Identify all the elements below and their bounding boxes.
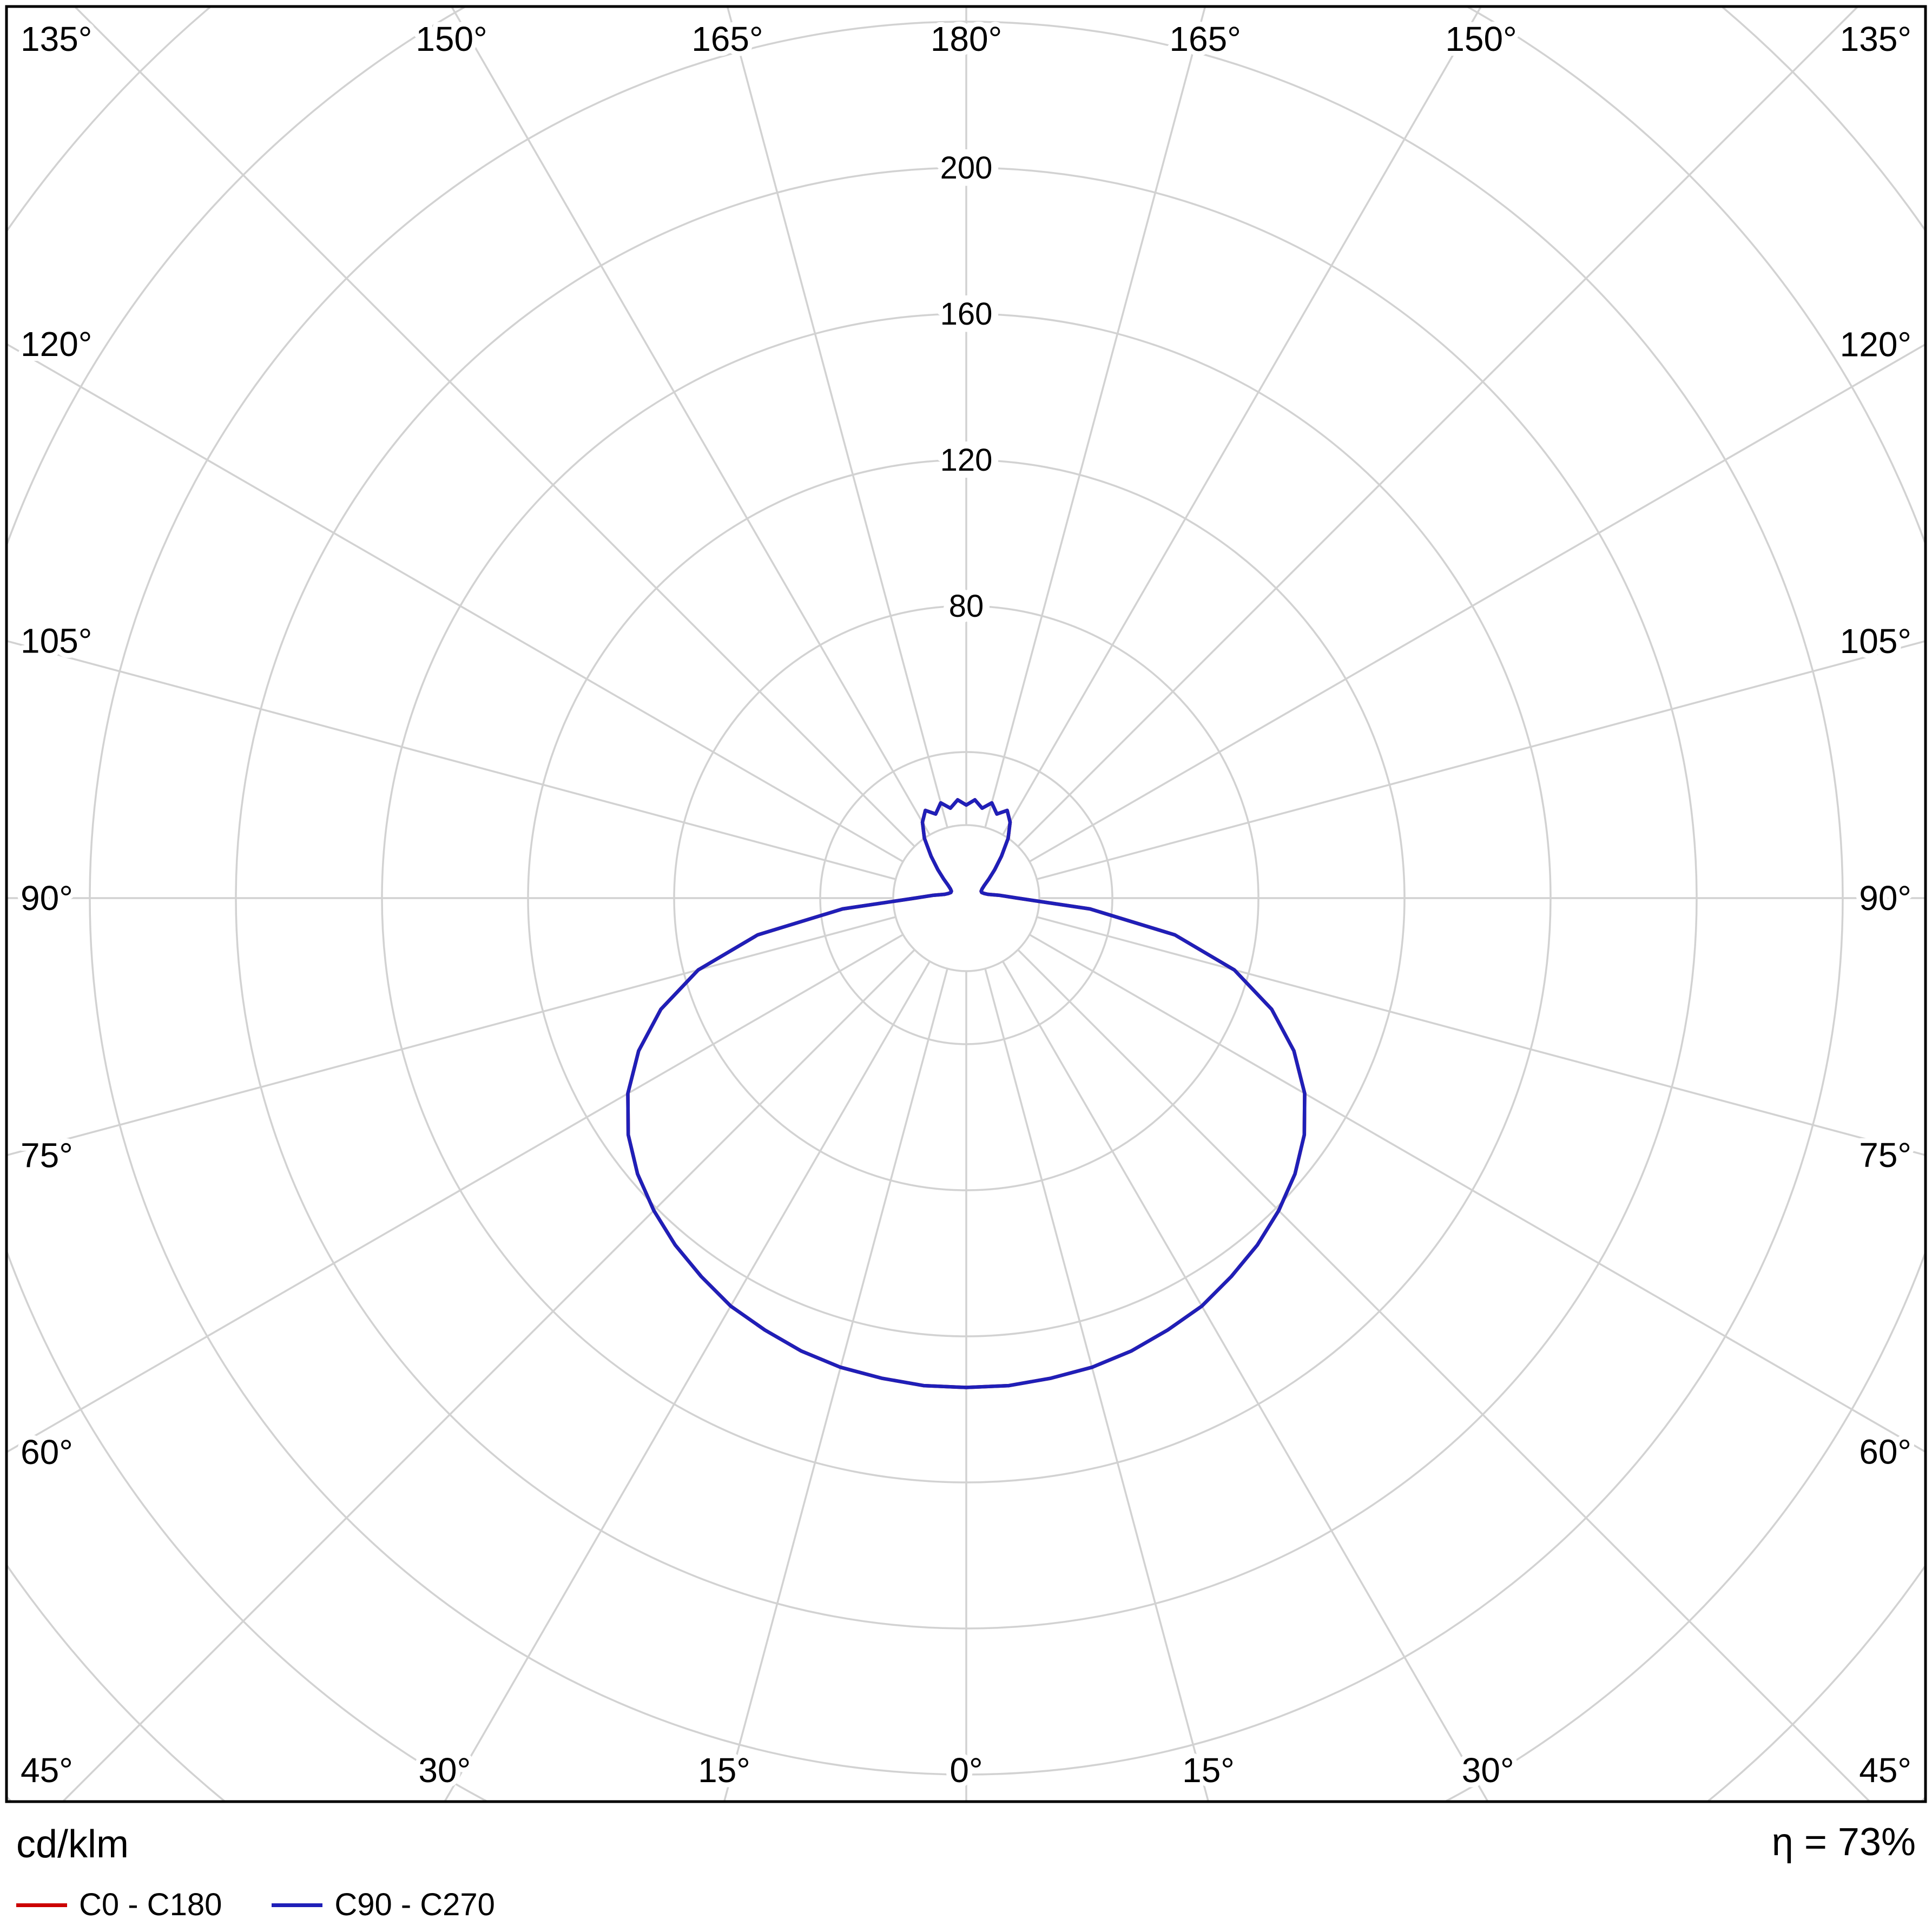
angle-label: 15° (1182, 1751, 1235, 1790)
curve-c90-c270 (626, 798, 1307, 1389)
grid-radial-line (8, 916, 896, 1156)
plot-border (5, 5, 1927, 1803)
angle-label: 75° (1859, 1136, 1911, 1175)
angle-label: 45° (21, 1751, 73, 1790)
grid-radial-line (62, 949, 915, 1801)
legend-item-c0-c180: C0 - C180 (16, 1889, 222, 1921)
angle-label: 120° (1840, 325, 1911, 364)
grid-radial-line (444, 961, 931, 1801)
angle-label: 60° (21, 1433, 73, 1472)
legend-line-blue (272, 1903, 323, 1907)
legend-label-c0-c180: C0 - C180 (79, 1887, 222, 1922)
grid-radial-line (74, 8, 915, 847)
ring-label: 80 (949, 589, 984, 624)
angle-label: 180° (931, 19, 1002, 58)
angle-label: 75° (21, 1136, 73, 1175)
ring-label: 120 (940, 443, 993, 478)
legend-line-red (16, 1903, 67, 1907)
angle-label: 105° (1840, 622, 1911, 661)
legend: C0 - C180 C90 - C270 (16, 1889, 495, 1921)
angle-label: 60° (1859, 1433, 1911, 1472)
grid-radial-line (984, 8, 1206, 828)
angle-label: 90° (1859, 879, 1911, 918)
grid-radial-line (1017, 949, 1870, 1801)
legend-label-c90-c270: C90 - C270 (334, 1887, 495, 1922)
grid-radial-line (723, 968, 948, 1801)
angle-label: 135° (21, 19, 92, 58)
grid-radial-line (8, 640, 896, 880)
angle-label: 150° (416, 19, 487, 58)
ring-label: 160 (940, 296, 993, 332)
grid-radial-line (1036, 916, 1924, 1156)
grid-radial-line (451, 8, 931, 835)
angle-label: 30° (1462, 1751, 1514, 1790)
grid-radial-line (1001, 8, 1482, 835)
angle-label: 165° (1169, 19, 1241, 58)
angle-label: 30° (418, 1751, 471, 1790)
angle-label: 15° (698, 1751, 750, 1790)
grid-radial-line (1001, 961, 1489, 1801)
grid-radial-line (984, 968, 1209, 1801)
angle-label: 150° (1445, 19, 1516, 58)
grid-radial-line (1029, 344, 1924, 863)
grid-radial-line (8, 933, 904, 1453)
efficiency-value: η = 73% (1771, 1821, 1916, 1864)
unit-label: cd/klm (16, 1823, 129, 1866)
legend-item-c90-c270: C90 - C270 (272, 1889, 495, 1921)
grid-radial-line (1029, 933, 1924, 1453)
grid-radial-line (8, 343, 904, 863)
angle-label: 105° (21, 622, 92, 661)
angle-label: 0° (949, 1751, 983, 1790)
ring-label: 200 (940, 150, 993, 186)
grid-radial-line (727, 8, 948, 828)
angle-label: 135° (1840, 19, 1911, 58)
ring-labels: 80 120 160 200 (933, 143, 1000, 631)
angle-labels: 0° 15° 15° 30° 30° 45° 45° 60° 60° 75° 75° 90° 90° 10… (16, 15, 1916, 1795)
grid-radial-line (1017, 8, 1858, 847)
angle-label: 45° (1859, 1751, 1911, 1790)
angle-label: 90° (21, 879, 73, 918)
angle-label: 120° (21, 325, 92, 364)
grid-radial-line (1036, 640, 1924, 880)
angle-label: 165° (691, 19, 763, 58)
